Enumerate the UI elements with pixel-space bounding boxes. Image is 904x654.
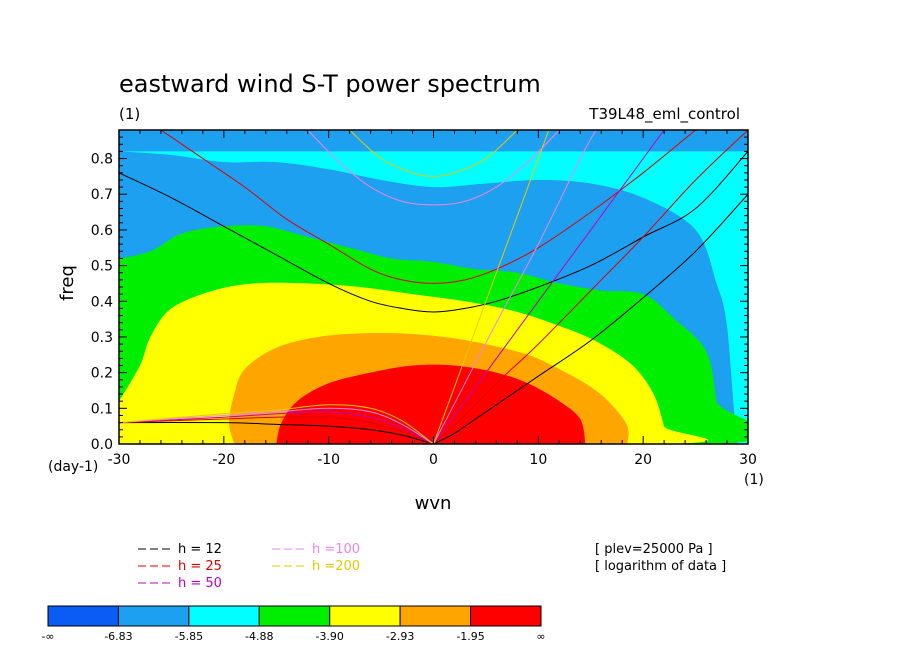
y-tick-label: 0.7 [91,187,113,203]
legend-label: h =100 [312,542,360,557]
y-unit-label: (day-1) [48,459,98,475]
colorbar-swatch [399,605,472,627]
dispersion-curve-4-2 [433,130,550,444]
colorbar-swatch [188,605,260,627]
dispersion-curve-4-0 [349,130,518,177]
dispersion-curve-1-1 [119,416,434,444]
contour-region-level-6 [276,364,586,444]
contour-region-level-2 [119,151,748,444]
dispersion-curve-1-0 [160,130,696,284]
dispersion-curve-1-2 [433,130,748,444]
y-tick-label: 0.0 [91,437,113,453]
x-tick-label: -20 [212,452,235,468]
x-tick-label: -10 [317,452,340,468]
y-tick-label: 0.2 [91,366,113,382]
x-tick-label: 10 [529,452,547,468]
dispersion-curve-4-1 [119,404,434,444]
x-tick-label: -30 [108,452,131,468]
y-tick-label: 0.6 [91,223,113,239]
colorbar-swatch [470,605,542,627]
dispersion-curve-2-1 [433,130,665,444]
legend-entry: h = 50 [138,576,222,591]
colorbar-swatch [117,605,190,627]
colorbar-label: -4.88 [245,630,273,643]
y-tick-label: 0.5 [91,259,113,275]
colorbar-label: -6.83 [104,630,132,643]
colorbar-label: -1.95 [456,630,484,643]
dispersion-curve-2-0 [119,411,434,444]
dispersion-curve-3-1 [119,407,434,444]
dispersion-curve-3-2 [433,130,597,444]
chart-subtitle-left: (1) [119,105,140,123]
colorbar-label: -3.90 [315,630,343,643]
colorbar-label: -5.85 [175,630,203,643]
legend-entry: h = 12 [138,542,222,557]
colorbar-swatch [47,605,119,627]
chart-title: eastward wind S-T power spectrum [119,70,541,98]
x-tick-label: 30 [739,452,757,468]
x-tick-label: 0 [429,452,438,468]
y-tick-label: 0.1 [91,401,113,417]
colorbar-label: ∞ [536,630,545,643]
colorbar-swatch [258,605,331,627]
chart-subtitle-right: T39L48_eml_control [588,105,740,124]
note-log: [ logarithm of data ] [595,559,726,574]
legend-label: h = 50 [178,576,222,591]
y-tick-label: 0.8 [91,152,113,168]
legend-entry: h =200 [272,559,360,574]
x-axis-label: wvn [415,493,452,514]
legend-entry: h =100 [272,542,360,557]
plot-area [119,130,748,444]
legend-label: h =200 [312,559,360,574]
y-tick-label: 0.3 [91,330,113,346]
dispersion-curve-0-2 [433,193,748,444]
dispersion-curve-0-0 [119,151,748,313]
dispersion-curve-0-1 [119,421,434,444]
x-tick-label: 20 [634,452,652,468]
legend-label: h = 12 [178,542,222,557]
y-tick-label: 0.4 [91,294,113,310]
x-unit-label: (1) [744,472,764,488]
colorbar-label: -2.93 [386,630,414,643]
note-plev: [ plev=25000 Pa ] [595,542,713,557]
dispersion-curve-3-0 [307,130,560,206]
colorbar-swatch [329,605,401,627]
y-axis-label: freq [57,265,78,301]
colorbar-label: -∞ [41,630,54,643]
legend-entry: h = 25 [138,559,222,574]
legend-label: h = 25 [178,559,222,574]
